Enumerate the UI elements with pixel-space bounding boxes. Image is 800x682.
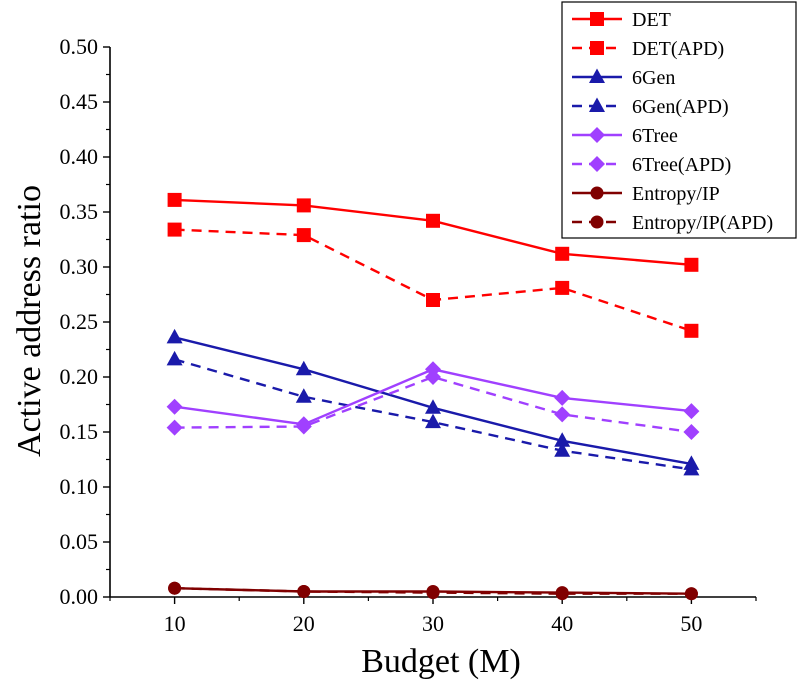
- data-point: [683, 403, 700, 420]
- y-tick-label: 0.45: [60, 89, 99, 114]
- data-point: [168, 581, 182, 595]
- legend-label: DET: [632, 9, 671, 31]
- series-6gen-apd: [166, 350, 700, 476]
- data-point: [426, 213, 440, 228]
- series-line: [174, 358, 692, 471]
- series-6gen: [166, 328, 700, 470]
- data-point: [295, 418, 312, 435]
- data-point: [166, 350, 183, 366]
- data-point: [426, 293, 440, 307]
- legend-item: Entropy/IP(APD): [572, 212, 773, 234]
- y-tick-label: 0.35: [60, 199, 99, 224]
- data-point: [555, 246, 570, 261]
- data-point: [425, 413, 441, 429]
- legend-label: 6Tree: [632, 125, 678, 147]
- legend-label: 6Gen: [632, 67, 675, 89]
- data-point: [166, 419, 183, 436]
- data-point: [554, 406, 571, 423]
- data-point: [684, 323, 699, 338]
- data-point: [295, 360, 312, 376]
- data-point: [683, 424, 700, 440]
- legend-label: DET(APD): [632, 38, 724, 60]
- y-tick-label: 0.40: [60, 144, 99, 169]
- x-tick-label: 10: [164, 611, 186, 636]
- data-point: [167, 192, 182, 207]
- data-point: [554, 432, 571, 447]
- legend-item: Entropy/IP: [572, 183, 720, 205]
- legend-marker: [589, 97, 605, 112]
- legend-item: DET(APD): [572, 38, 724, 60]
- legend-label: Entropy/IP(APD): [632, 212, 773, 234]
- y-tick-label: 0.20: [60, 364, 99, 389]
- y-axis-label: Active address ratio: [11, 185, 48, 457]
- series-entropy-ip-apd: [168, 581, 698, 601]
- x-tick-label: 20: [293, 611, 315, 636]
- legend-label: 6Tree(APD): [632, 154, 731, 176]
- y-tick-label: 0.10: [60, 474, 99, 499]
- legend-marker: [589, 156, 605, 172]
- legend-item: DET: [572, 9, 671, 31]
- data-point: [166, 398, 183, 415]
- data-point: [555, 280, 570, 295]
- legend-item: 6Tree: [572, 125, 678, 147]
- legend-item: 6Tree(APD): [572, 154, 731, 176]
- data-point: [297, 585, 311, 598]
- legend-item: 6Gen: [572, 67, 675, 89]
- data-point: [296, 228, 311, 243]
- legend-marker: [590, 215, 604, 229]
- data-point: [555, 587, 569, 601]
- data-point: [295, 388, 312, 403]
- data-point: [166, 328, 183, 344]
- x-tick-label: 30: [422, 611, 444, 636]
- legend-marker: [590, 41, 604, 55]
- y-tick-label: 0.25: [60, 309, 99, 334]
- legend-label: Entropy/IP: [632, 183, 720, 205]
- x-tick-label: 50: [680, 611, 702, 636]
- y-tick-label: 0.30: [60, 254, 99, 279]
- legend: DET DET(APD) 6Gen 6Gen(APD) 6Tree 6Tree(APD) E…: [561, 1, 797, 239]
- data-point: [684, 587, 698, 601]
- data-point: [554, 442, 571, 457]
- x-axis-label: Budget (M): [361, 643, 521, 680]
- y-tick-label: 0.05: [60, 529, 99, 554]
- series-line: [174, 228, 692, 332]
- x-tick-label: 40: [551, 611, 573, 636]
- series-6tree-apd: [166, 369, 700, 440]
- legend-marker: [590, 186, 604, 200]
- legend-item: 6Gen(APD): [572, 96, 729, 118]
- y-tick-label: 0.15: [60, 419, 99, 444]
- y-tick-label: 0.50: [60, 34, 99, 59]
- data-point: [167, 222, 182, 237]
- series-det: [167, 192, 699, 272]
- data-point: [425, 399, 441, 414]
- data-point: [426, 586, 440, 600]
- legend-marker: [589, 127, 605, 143]
- data-point: [684, 257, 699, 272]
- data-point: [296, 198, 311, 213]
- legend-marker: [590, 12, 604, 26]
- series-line: [174, 375, 692, 434]
- data-point: [425, 369, 441, 385]
- legend-label: 6Gen(APD): [632, 96, 729, 118]
- data-point: [683, 460, 700, 476]
- axes: 0.00 0.05 0.10 0.15 0.20 0.25 0.30 0.35 0.40 0.45…: [60, 34, 757, 636]
- y-tick-label: 0.00: [60, 584, 99, 609]
- series-layer: [166, 192, 700, 601]
- data-point: [554, 389, 571, 406]
- legend-marker: [589, 68, 605, 83]
- series-det-apd: [167, 222, 699, 338]
